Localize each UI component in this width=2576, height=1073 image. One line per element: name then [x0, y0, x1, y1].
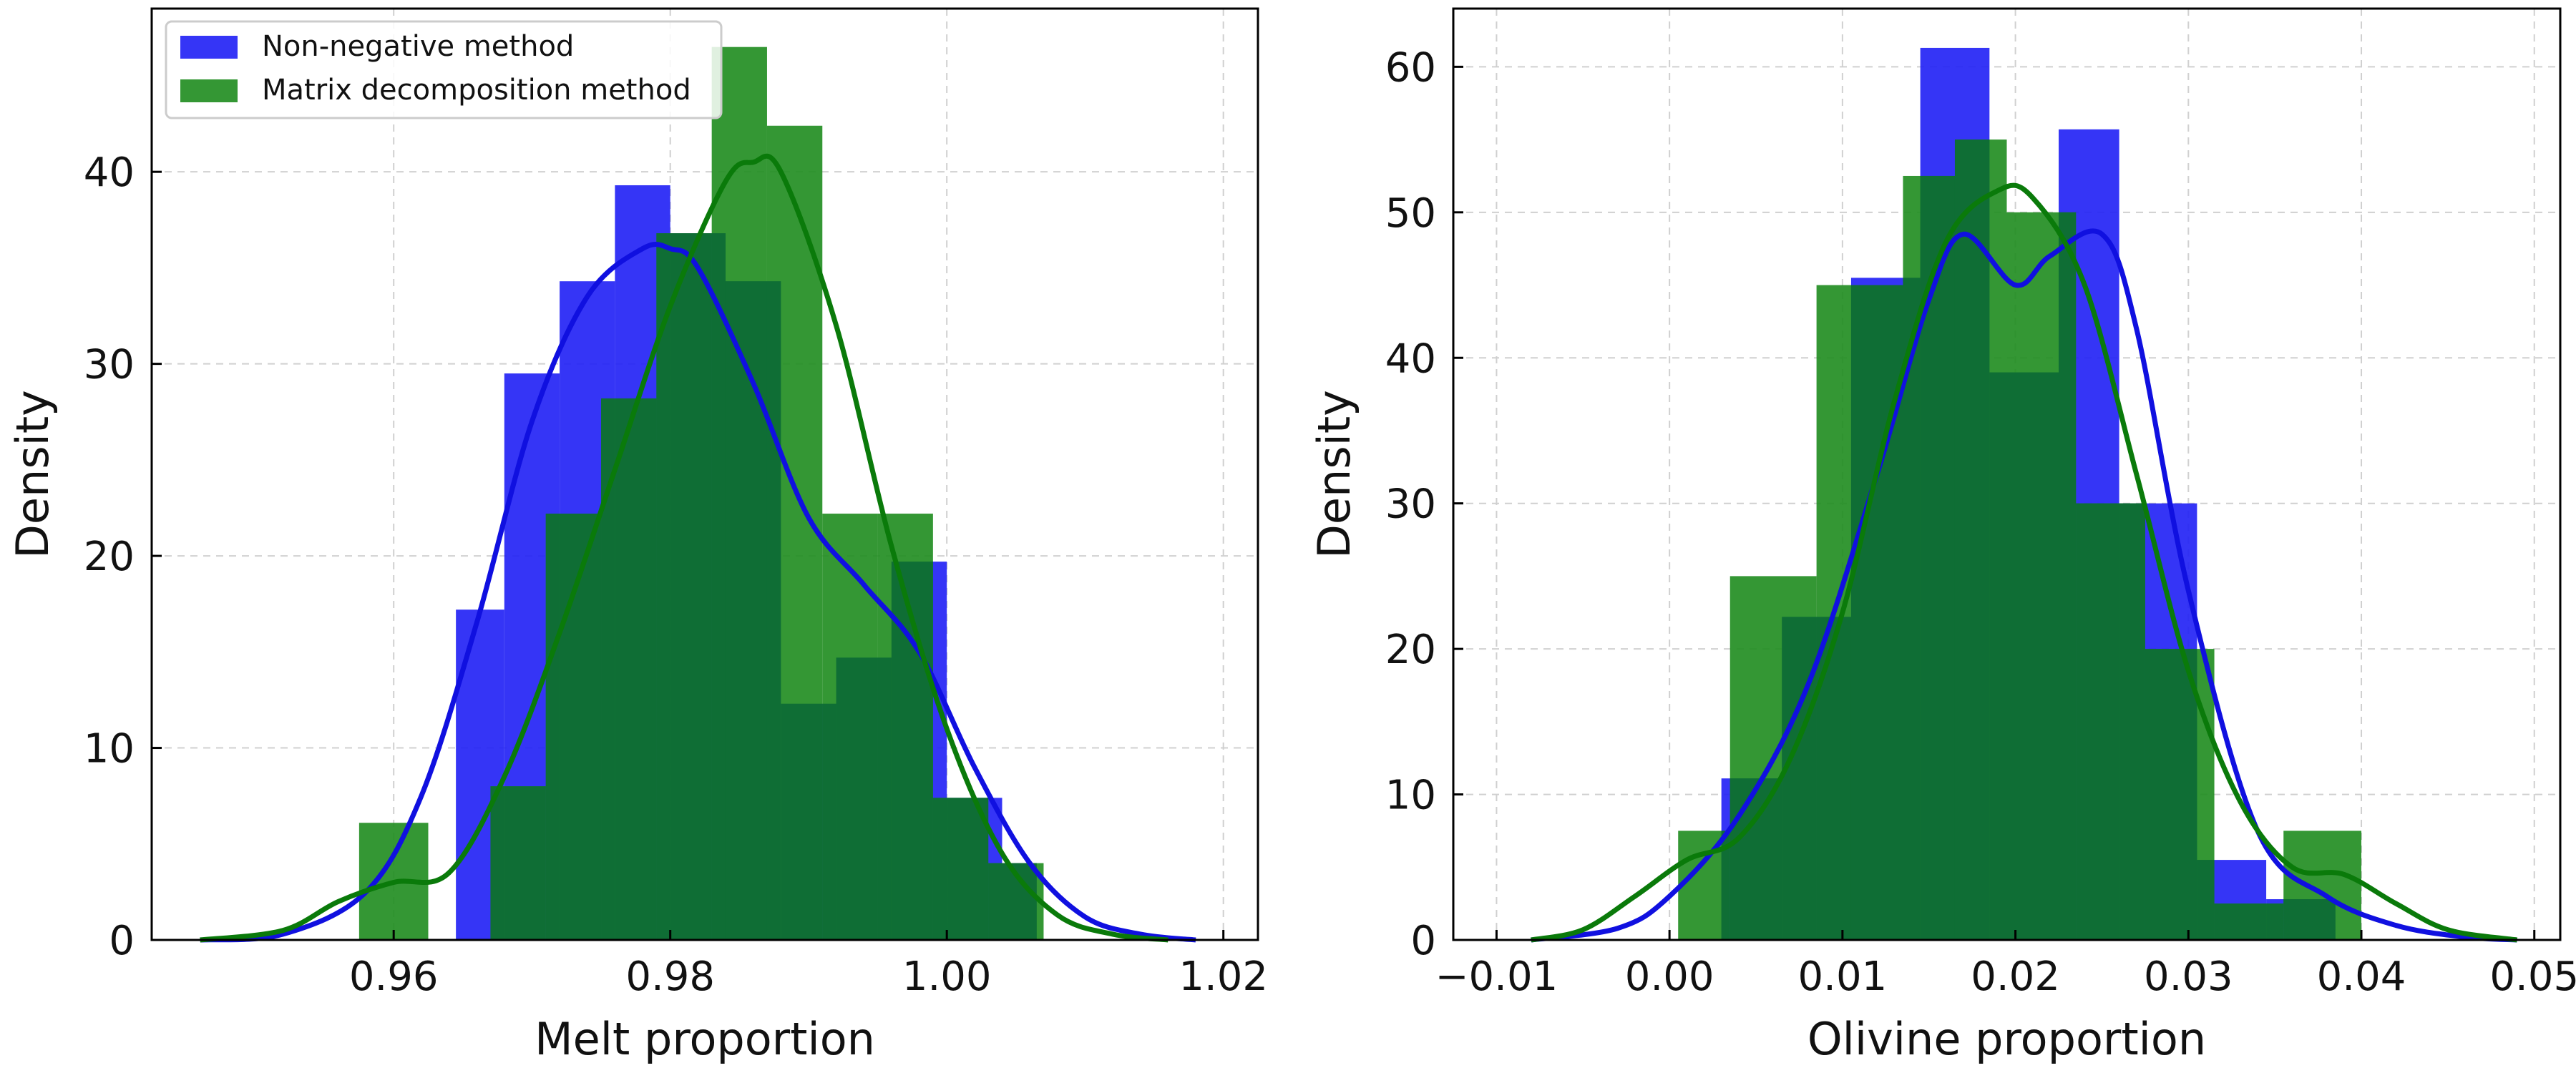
histogram-overlap-bar — [932, 798, 947, 940]
histogram-overlap-bar — [601, 398, 615, 940]
y-tick-label: 40 — [1385, 335, 1436, 382]
histogram-overlap-bar — [504, 786, 546, 940]
histogram-overlap-bar — [766, 281, 781, 941]
legend-label-non-negative: Non-negative method — [262, 30, 574, 63]
x-tick-label: −0.01 — [1435, 954, 1558, 1000]
histogram-overlap-bar — [545, 514, 560, 940]
histogram-overlap-bar — [988, 863, 1002, 940]
y-tick-label: 10 — [1385, 773, 1436, 819]
kde-curve-series-2 — [200, 153, 1169, 943]
kde-curves — [200, 153, 1196, 943]
melt-proportion-panel: 0.96 0.98 1.00 1.02 0 10 20 30 40 Melt proporti… — [6, 7, 1268, 1065]
x-tick-label: 0.05 — [2489, 954, 2576, 1000]
x-tick-label: 0.98 — [625, 954, 715, 1000]
histogram-overlap-bar — [1782, 617, 1817, 940]
y-axis-ticks: 0 10 20 30 40 50 60 — [1385, 44, 1463, 964]
histogram-overlap-bar — [560, 514, 602, 940]
histogram-overlap-bar — [1816, 617, 1851, 940]
histogram-overlap-bar — [615, 398, 657, 940]
histogram-overlap-bar — [711, 233, 726, 941]
y-tick-label: 20 — [1385, 627, 1436, 673]
x-axis-label: Melt proportion — [535, 1013, 875, 1065]
x-tick-label: 0.96 — [349, 954, 439, 1000]
histogram-overlap-bar — [490, 786, 504, 940]
kde-curves — [1531, 182, 2518, 943]
histogram-overlap-bar — [2283, 899, 2336, 940]
histogram-overlap-bar — [1002, 863, 1037, 940]
y-tick-label: 40 — [84, 150, 135, 196]
histogram-overlap-bar — [1989, 372, 2007, 940]
plot-frame — [1452, 7, 2562, 941]
histogram-overlap-bar — [877, 657, 892, 940]
y-axis-ticks: 0 10 20 30 40 — [84, 150, 162, 964]
x-tick-label: 1.00 — [902, 954, 992, 1000]
y-tick-label: 10 — [84, 726, 135, 773]
histogram-overlap-bar — [836, 657, 878, 940]
x-axis-ticks: −0.01 0.00 0.01 0.02 0.03 0.04 0.05 — [1435, 930, 2576, 1000]
x-tick-label: 0.03 — [2144, 954, 2233, 1000]
y-axis-label: Density — [1308, 390, 1360, 559]
histogram-overlap-bar — [2145, 649, 2197, 940]
legend: Non-negative method Matrix decomposition… — [165, 20, 723, 119]
histogram-overlap-bar — [2266, 903, 2284, 940]
legend-swatch-matrix-decomposition — [180, 79, 238, 102]
histogram-overlap-bar — [1850, 285, 1903, 940]
histogram-overlap-bar — [2119, 503, 2145, 940]
x-tick-label: 1.02 — [1179, 954, 1268, 1000]
histogram-overlap-bar — [725, 281, 767, 941]
legend-swatch-non-negative — [180, 36, 238, 59]
x-axis-label: Olivine proportion — [1807, 1013, 2206, 1065]
histogram-overlap-bar — [1729, 778, 1782, 940]
y-tick-label: 30 — [1385, 481, 1436, 528]
olivine-proportion-panel: −0.01 0.00 0.01 0.02 0.03 0.04 0.05 0 10 20 30 40 5… — [1308, 7, 2576, 1065]
kde-curve-series-2 — [1531, 182, 2518, 943]
plot-frame — [150, 7, 1259, 941]
histogram-overlap-bar — [947, 798, 989, 940]
x-tick-label: 0.01 — [1798, 954, 1888, 1000]
histogram-overlap-bar — [2006, 372, 2059, 940]
histogram-overlap-bar — [2214, 903, 2267, 940]
histogram-overlap-bar — [2059, 212, 2077, 940]
x-tick-label: 0.04 — [2317, 954, 2406, 1000]
y-tick-label: 60 — [1385, 44, 1436, 91]
y-tick-label: 30 — [84, 342, 135, 388]
x-axis-ticks: 0.96 0.98 1.00 1.02 — [349, 930, 1268, 1000]
histogram-overlap-bar — [1721, 831, 1730, 940]
y-tick-label: 0 — [1410, 918, 1436, 964]
histogram-overlap-bar — [781, 703, 823, 940]
histogram-overlap-bar — [1903, 278, 1921, 940]
histogram-bars — [358, 46, 1044, 941]
histogram-overlap-bar — [670, 233, 712, 941]
legend-box — [165, 20, 723, 119]
histogram-overlap-bar — [822, 703, 836, 940]
x-tick-label: 0.00 — [1625, 954, 1714, 1000]
kde-curve-series-1 — [1531, 228, 2517, 943]
y-tick-label: 20 — [84, 534, 135, 580]
histogram-overlap-bar — [2076, 503, 2119, 940]
x-tick-label: 0.02 — [1971, 954, 2060, 1000]
y-tick-label: 50 — [1385, 190, 1436, 237]
histogram-bars — [1678, 47, 2362, 941]
histogram-overlap-bar — [1954, 139, 1990, 940]
histogram-overlap-bar — [656, 233, 670, 941]
kde-curve-series-1 — [200, 241, 1196, 943]
y-tick-label: 0 — [109, 918, 135, 964]
y-axis-label: Density — [6, 390, 59, 559]
legend-label-matrix-decomposition: Matrix decomposition method — [262, 74, 691, 107]
histogram-overlap-bar — [2197, 860, 2215, 940]
